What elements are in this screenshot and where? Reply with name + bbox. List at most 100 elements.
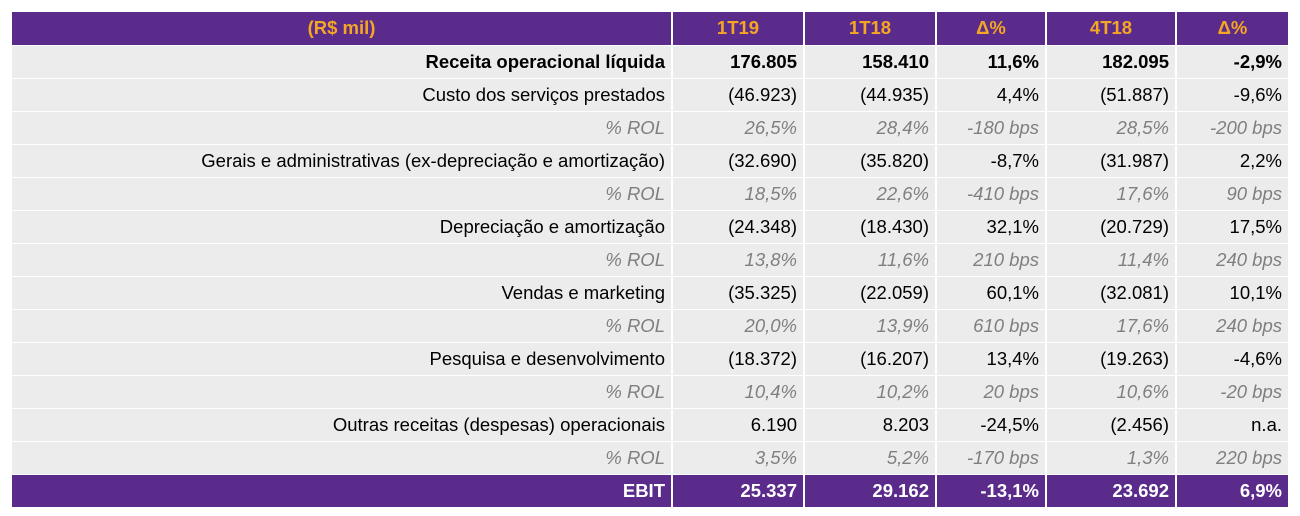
cell-value: 10,4% — [672, 375, 805, 409]
header-col-1t19: 1T19 — [672, 12, 805, 46]
cell-value: 1,3% — [1046, 441, 1177, 475]
cell-value: 17,5% — [1176, 210, 1288, 244]
table-row-ebit-total: EBIT 25.337 29.162 -13,1% 23.692 6,9% — [12, 474, 1288, 508]
cell-value: 11,6% — [936, 45, 1047, 79]
cell-value: 182.095 — [1046, 45, 1177, 79]
header-col-delta-qoq: Δ% — [1176, 12, 1288, 46]
cell-value: 13,4% — [936, 342, 1047, 376]
cell-value: (16.207) — [804, 342, 937, 376]
income-statement-table: (R$ mil) 1T19 1T18 Δ% 4T18 Δ% Receita op… — [12, 12, 1288, 508]
header-unit-label: (R$ mil) — [12, 12, 673, 46]
row-label: % ROL — [12, 111, 673, 145]
row-label: % ROL — [12, 441, 673, 475]
row-label: Receita operacional líquida — [12, 45, 673, 79]
cell-value: (51.887) — [1046, 78, 1177, 112]
cell-value: -20 bps — [1176, 375, 1288, 409]
cell-value: 240 bps — [1176, 243, 1288, 277]
cell-value: (35.325) — [672, 276, 805, 310]
cell-value: (2.456) — [1046, 408, 1177, 442]
cell-value: 28,4% — [804, 111, 937, 145]
table-row-pct-rol: % ROL 3,5% 5,2% -170 bps 1,3% 220 bps — [12, 441, 1288, 475]
cell-value: -170 bps — [936, 441, 1047, 475]
cell-value: 2,2% — [1176, 144, 1288, 178]
cell-value: 6,9% — [1176, 474, 1288, 508]
cell-value: 210 bps — [936, 243, 1047, 277]
row-label: EBIT — [12, 474, 673, 508]
cell-value: (24.348) — [672, 210, 805, 244]
cell-value: (32.690) — [672, 144, 805, 178]
row-label: Gerais e administrativas (ex-depreciação… — [12, 144, 673, 178]
cell-value: 23.692 — [1046, 474, 1177, 508]
row-label: % ROL — [12, 177, 673, 211]
cell-value: (31.987) — [1046, 144, 1177, 178]
table-row-pct-rol: % ROL 20,0% 13,9% 610 bps 17,6% 240 bps — [12, 309, 1288, 343]
header-col-4t18: 4T18 — [1046, 12, 1177, 46]
table-row-pct-rol: % ROL 13,8% 11,6% 210 bps 11,4% 240 bps — [12, 243, 1288, 277]
row-label: Vendas e marketing — [12, 276, 673, 310]
header-col-1t18: 1T18 — [804, 12, 937, 46]
table-row-other-operating: Outras receitas (despesas) operacionais … — [12, 408, 1288, 442]
cell-value: -9,6% — [1176, 78, 1288, 112]
cell-value: (44.935) — [804, 78, 937, 112]
cell-value: (35.820) — [804, 144, 937, 178]
cell-value: 17,6% — [1046, 309, 1177, 343]
cell-value: 28,5% — [1046, 111, 1177, 145]
cell-value: (22.059) — [804, 276, 937, 310]
cell-value: 3,5% — [672, 441, 805, 475]
cell-value: (18.372) — [672, 342, 805, 376]
cell-value: -24,5% — [936, 408, 1047, 442]
cell-value: 32,1% — [936, 210, 1047, 244]
row-label: % ROL — [12, 309, 673, 343]
cell-value: 13,9% — [804, 309, 937, 343]
cell-value: 10,2% — [804, 375, 937, 409]
cell-value: (32.081) — [1046, 276, 1177, 310]
cell-value: -8,7% — [936, 144, 1047, 178]
table-row-research-development: Pesquisa e desenvolvimento (18.372) (16.… — [12, 342, 1288, 376]
cell-value: 26,5% — [672, 111, 805, 145]
cell-value: 220 bps — [1176, 441, 1288, 475]
table-row-net-revenue: Receita operacional líquida 176.805 158.… — [12, 45, 1288, 79]
cell-value: 13,8% — [672, 243, 805, 277]
cell-value: 10,1% — [1176, 276, 1288, 310]
cell-value: 10,6% — [1046, 375, 1177, 409]
cell-value: -410 bps — [936, 177, 1047, 211]
cell-value: 176.805 — [672, 45, 805, 79]
cell-value: (19.263) — [1046, 342, 1177, 376]
table-row-pct-rol: % ROL 10,4% 10,2% 20 bps 10,6% -20 bps — [12, 375, 1288, 409]
cell-value: -2,9% — [1176, 45, 1288, 79]
table-row-general-admin: Gerais e administrativas (ex-depreciação… — [12, 144, 1288, 178]
table-row-pct-rol: % ROL 26,5% 28,4% -180 bps 28,5% -200 bp… — [12, 111, 1288, 145]
cell-value: 11,4% — [1046, 243, 1177, 277]
cell-value: -13,1% — [936, 474, 1047, 508]
table-row-cost-of-services: Custo dos serviços prestados (46.923) (4… — [12, 78, 1288, 112]
cell-value: 90 bps — [1176, 177, 1288, 211]
cell-value: 610 bps — [936, 309, 1047, 343]
cell-value: (18.430) — [804, 210, 937, 244]
table-row-sales-marketing: Vendas e marketing (35.325) (22.059) 60,… — [12, 276, 1288, 310]
row-label: % ROL — [12, 375, 673, 409]
cell-value: (20.729) — [1046, 210, 1177, 244]
cell-value: 18,5% — [672, 177, 805, 211]
row-label: Pesquisa e desenvolvimento — [12, 342, 673, 376]
cell-value: 20,0% — [672, 309, 805, 343]
cell-value: 20 bps — [936, 375, 1047, 409]
cell-value: 22,6% — [804, 177, 937, 211]
cell-value: -180 bps — [936, 111, 1047, 145]
cell-value: -200 bps — [1176, 111, 1288, 145]
cell-value: -4,6% — [1176, 342, 1288, 376]
header-col-delta-yoy: Δ% — [936, 12, 1047, 46]
row-label: Outras receitas (despesas) operacionais — [12, 408, 673, 442]
table-row-pct-rol: % ROL 18,5% 22,6% -410 bps 17,6% 90 bps — [12, 177, 1288, 211]
cell-value: 6.190 — [672, 408, 805, 442]
row-label: Custo dos serviços prestados — [12, 78, 673, 112]
cell-value: 4,4% — [936, 78, 1047, 112]
cell-value: 5,2% — [804, 441, 937, 475]
table-header-row: (R$ mil) 1T19 1T18 Δ% 4T18 Δ% — [12, 12, 1288, 46]
cell-value: 158.410 — [804, 45, 937, 79]
row-label: % ROL — [12, 243, 673, 277]
cell-value: 8.203 — [804, 408, 937, 442]
cell-value: n.a. — [1176, 408, 1288, 442]
cell-value: 60,1% — [936, 276, 1047, 310]
cell-value: 29.162 — [804, 474, 937, 508]
row-label: Depreciação e amortização — [12, 210, 673, 244]
